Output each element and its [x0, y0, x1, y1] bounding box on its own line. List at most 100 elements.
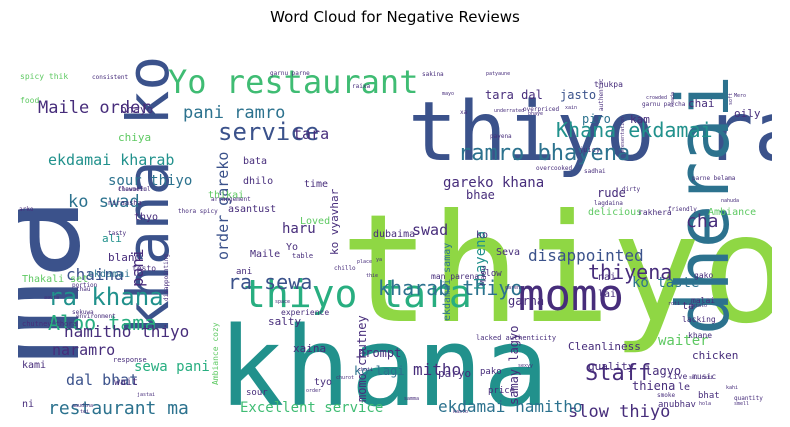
- word-81: ekdamai: [88, 269, 130, 280]
- word-136: parne belama: [692, 175, 736, 182]
- word-47: momo chutney: [355, 315, 369, 402]
- word-18: ekdamai kharab: [48, 151, 174, 169]
- word-73: Loved: [300, 216, 330, 227]
- word-113: testo: [132, 264, 156, 273]
- word-60: Cleanliness: [568, 340, 641, 353]
- word-61: xaina: [293, 342, 326, 355]
- word-143: disappointing: [163, 254, 170, 301]
- word-63: kam: [630, 113, 650, 126]
- word-116: niraasha: [108, 199, 142, 207]
- word-118: chutney thora: [22, 320, 77, 328]
- word-11: ra khana: [48, 283, 164, 311]
- word-98: pako: [480, 367, 502, 377]
- word-83: kami: [22, 360, 46, 371]
- word-52: haru: [282, 221, 316, 237]
- word-10: service: [218, 118, 319, 146]
- word-65: oily: [734, 107, 761, 120]
- word-172: ya: [376, 257, 382, 263]
- word-182: tasty: [108, 230, 126, 237]
- word-179: presentation: [620, 117, 626, 153]
- word-89: nai: [598, 272, 616, 283]
- word-165: Mero: [734, 93, 746, 99]
- word-13: restaurant ma: [48, 398, 189, 419]
- word-158: sel roti: [689, 375, 713, 381]
- word-38: swad: [412, 221, 448, 239]
- word-134: quantity: [734, 395, 763, 402]
- word-28: ekdamai namitho: [438, 397, 583, 416]
- word-112: food: [20, 96, 39, 105]
- word-26: disappointed: [528, 246, 644, 265]
- word-171: bhaye: [528, 111, 543, 117]
- word-80: thyo: [134, 212, 158, 223]
- word-166: khada: [670, 92, 676, 107]
- word-69: dhilo: [243, 176, 273, 187]
- word-57: paryo: [438, 367, 471, 380]
- word-176: aauta: [44, 295, 59, 301]
- word-97: sour: [246, 388, 268, 398]
- word-100: bhat: [698, 391, 720, 401]
- word-105: gako: [694, 271, 713, 280]
- word-79: ali: [102, 232, 122, 245]
- word-14: Staff: [585, 361, 651, 386]
- word-95: le: [678, 382, 690, 393]
- word-90: lai: [598, 289, 616, 300]
- word-68: bata: [243, 156, 267, 167]
- word-146: portion: [72, 282, 98, 289]
- word-133: smoke: [657, 392, 675, 399]
- word-127: consistent: [92, 74, 129, 81]
- word-117: lacked authenticity: [476, 334, 556, 342]
- word-0: thiyo: [340, 183, 772, 357]
- word-46: samay lagyo: [507, 326, 521, 405]
- word-94: slow: [480, 269, 502, 279]
- word-108: Masu: [479, 266, 488, 285]
- word-71: asantust: [228, 204, 276, 215]
- word-110: Ambiance cozy: [211, 322, 220, 385]
- word-27: Excellent service: [240, 400, 383, 416]
- word-51: ko lagi: [354, 364, 405, 378]
- word-9: ramro bhayena: [458, 141, 630, 166]
- word-41: cha: [686, 211, 719, 232]
- word-66: bhayo: [120, 103, 153, 116]
- word-17: Aloo tama: [48, 311, 156, 335]
- word-155: order: [306, 388, 321, 394]
- word-130: environment: [76, 313, 116, 320]
- word-36: naramro: [52, 341, 115, 359]
- word-15: thiyena: [588, 260, 672, 284]
- word-72: time: [304, 179, 328, 190]
- word-25: namitho thiyo: [64, 322, 189, 341]
- word-175: thie: [366, 273, 378, 279]
- word-145: payena: [490, 133, 512, 140]
- word-139: sakina: [422, 71, 444, 78]
- word-170: xain: [565, 105, 577, 111]
- word-164: nahuda: [721, 198, 739, 204]
- word-180: patyaune: [486, 71, 510, 77]
- word-76: Ambiance: [708, 207, 756, 218]
- word-173: space: [275, 299, 290, 305]
- word-148: dirty: [622, 186, 640, 193]
- word-48: lagyo: [645, 364, 681, 378]
- word-103: lacking: [682, 315, 716, 324]
- word-21: slow thiyo: [568, 402, 670, 420]
- word-181: underrated: [494, 108, 524, 114]
- word-54: rude: [597, 186, 626, 200]
- word-140: raixa: [352, 83, 370, 90]
- word-101: anubhav: [658, 400, 696, 410]
- word-84: wait: [114, 377, 138, 388]
- word-77: ko vyavhar: [328, 188, 341, 255]
- word-157: aaudina: [72, 403, 93, 409]
- word-91: ta: [682, 301, 694, 312]
- word-99: price: [488, 386, 515, 396]
- word-58: chicken: [692, 349, 738, 362]
- word-32: tara: [293, 125, 329, 143]
- word-7: momo: [518, 270, 624, 321]
- word-123: overcooked: [536, 165, 573, 172]
- word-59: quality: [588, 360, 635, 373]
- word-150: samma: [404, 396, 419, 402]
- word-31: dal bhat: [66, 371, 138, 389]
- word-33: chaina: [66, 265, 124, 284]
- word-151: kasto: [453, 409, 468, 415]
- word-40: waiter: [658, 333, 709, 349]
- word-35: ko taste: [632, 275, 699, 291]
- word-24: gareko khana: [443, 175, 544, 191]
